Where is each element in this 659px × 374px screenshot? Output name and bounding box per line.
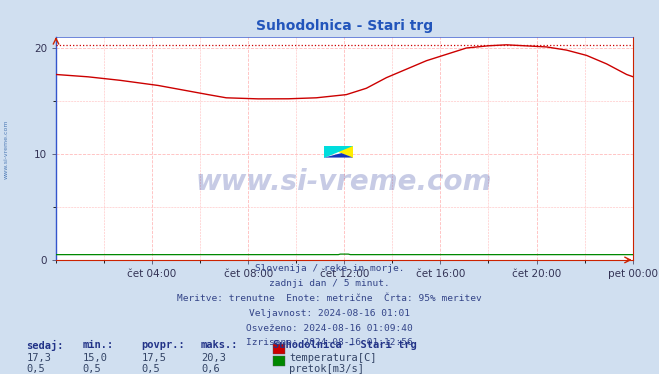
Text: 15,0: 15,0 [82, 353, 107, 363]
Polygon shape [324, 153, 353, 157]
Text: 17,5: 17,5 [142, 353, 167, 363]
Text: sedaj:: sedaj: [26, 340, 64, 351]
Text: maks.:: maks.: [201, 340, 239, 350]
Text: zadnji dan / 5 minut.: zadnji dan / 5 minut. [269, 279, 390, 288]
Text: temperatura[C]: temperatura[C] [289, 353, 377, 363]
Text: Suhodolnica - Stari trg: Suhodolnica - Stari trg [273, 340, 417, 350]
Text: 0,6: 0,6 [201, 364, 219, 374]
Text: povpr.:: povpr.: [142, 340, 185, 350]
Text: 0,5: 0,5 [82, 364, 101, 374]
Title: Suhodolnica - Stari trg: Suhodolnica - Stari trg [256, 19, 433, 33]
Polygon shape [324, 147, 353, 157]
Text: www.si-vreme.com: www.si-vreme.com [196, 168, 492, 196]
Text: Veljavnost: 2024-08-16 01:01: Veljavnost: 2024-08-16 01:01 [249, 309, 410, 318]
Text: www.si-vreme.com: www.si-vreme.com [4, 120, 9, 180]
Text: Izrisano: 2024-08-16 01:12:56: Izrisano: 2024-08-16 01:12:56 [246, 338, 413, 347]
Text: 17,3: 17,3 [26, 353, 51, 363]
Text: min.:: min.: [82, 340, 113, 350]
Text: 20,3: 20,3 [201, 353, 226, 363]
Text: Osveženo: 2024-08-16 01:09:40: Osveženo: 2024-08-16 01:09:40 [246, 324, 413, 332]
Polygon shape [324, 147, 353, 157]
Text: Slovenija / reke in morje.: Slovenija / reke in morje. [255, 264, 404, 273]
Text: pretok[m3/s]: pretok[m3/s] [289, 364, 364, 374]
Text: 0,5: 0,5 [26, 364, 45, 374]
Text: 0,5: 0,5 [142, 364, 160, 374]
Text: Meritve: trenutne  Enote: metrične  Črta: 95% meritev: Meritve: trenutne Enote: metrične Črta: … [177, 294, 482, 303]
